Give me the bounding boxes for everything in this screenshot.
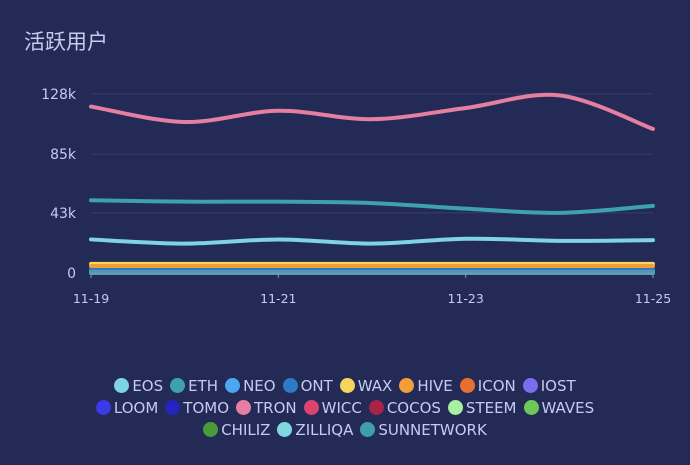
- x-tick-label: 11-23: [448, 291, 484, 306]
- legend-label: WICC: [321, 398, 362, 417]
- legend-dot: [447, 400, 463, 415]
- x-axis: 11-19 11-21 11-23 11-25: [73, 272, 671, 306]
- legend-dot: [368, 400, 384, 415]
- legend-label: ZILLIQA: [295, 420, 354, 439]
- legend-item-hive[interactable]: HIVE: [399, 376, 453, 395]
- series-line-tron: [89, 92, 655, 131]
- legend-dot: [165, 400, 181, 415]
- legend-item-sunnetwork[interactable]: SUNNETWORK: [360, 420, 487, 439]
- series-line-eos: [89, 236, 655, 246]
- y-tick-label: 128k: [41, 87, 77, 103]
- legend-label: EOS: [132, 376, 164, 395]
- legend: EOS ETH NEO ONT WAX HIVE ICON IOST LOOM TOMO TRON W…: [0, 376, 690, 439]
- legend-label: IOST: [540, 376, 576, 395]
- grid-lines: [91, 93, 653, 214]
- legend-item-steem[interactable]: STEEM: [447, 398, 517, 417]
- legend-row: EOS ETH NEO ONT WAX HIVE ICON IOST: [114, 376, 576, 395]
- legend-label: COCOS: [386, 398, 441, 417]
- legend-dot: [339, 378, 355, 393]
- legend-dot: [522, 378, 538, 393]
- legend-label: LOOM: [113, 398, 159, 417]
- legend-item-wicc[interactable]: WICC: [303, 398, 362, 417]
- line-chart: 0 43k 85k 128k 11-19 11-21 11-23 11-25: [41, 87, 671, 306]
- legend-label: STEEM: [465, 398, 517, 417]
- legend-dot: [277, 422, 293, 437]
- series-line-eth: [89, 198, 655, 215]
- legend-item-tomo[interactable]: TOMO: [165, 399, 229, 417]
- legend-row: LOOM TOMO TRON WICC COCOS STEEM WAVES: [95, 398, 595, 417]
- legend-item-zilliqa[interactable]: ZILLIQA: [277, 421, 353, 439]
- legend-item-tron[interactable]: TRON: [236, 399, 297, 417]
- legend-item-cocos[interactable]: COCOS: [368, 398, 441, 417]
- y-tick-label: 43k: [50, 206, 77, 222]
- legend-label: CHILIZ: [221, 420, 271, 439]
- x-tick-label: 11-19: [73, 291, 109, 306]
- series-lines: [89, 92, 655, 275]
- legend-dot: [114, 378, 130, 393]
- y-tick-label: 0: [67, 266, 76, 282]
- legend-dot: [170, 378, 186, 393]
- legend-label: ICON: [477, 376, 516, 395]
- legend-label: TRON: [254, 398, 297, 417]
- legend-dot: [282, 378, 298, 393]
- legend-row: CHILIZ ZILLIQA SUNNETWORK: [203, 420, 487, 439]
- legend-label: HIVE: [417, 376, 453, 395]
- legend-dot: [459, 378, 475, 393]
- legend-item-icon[interactable]: ICON: [459, 376, 516, 395]
- legend-dot: [399, 378, 415, 393]
- legend-label: WAVES: [541, 398, 595, 417]
- legend-dot: [236, 400, 251, 415]
- legend-item-ont[interactable]: ONT: [282, 376, 333, 395]
- legend-dot: [523, 400, 539, 415]
- legend-item-eos[interactable]: EOS: [114, 377, 163, 395]
- legend-label: ONT: [300, 376, 333, 395]
- x-tick-label: 11-21: [260, 291, 296, 306]
- legend-dot: [360, 422, 376, 437]
- legend-item-iost[interactable]: IOST: [522, 376, 576, 395]
- legend-item-neo[interactable]: NEO: [225, 377, 276, 395]
- legend-item-wax[interactable]: WAX: [339, 376, 393, 395]
- y-axis-ticks: 0 43k 85k 128k: [41, 87, 77, 282]
- chart-title: 活跃用户: [24, 30, 108, 54]
- legend-dot: [303, 400, 319, 415]
- legend-label: WAX: [357, 376, 393, 395]
- legend-dot: [95, 400, 111, 415]
- legend-dot: [203, 422, 219, 437]
- legend-label: TOMO: [183, 398, 229, 417]
- legend-item-eth[interactable]: ETH: [170, 377, 218, 395]
- x-tick-label: 11-25: [635, 291, 671, 306]
- legend-label: ETH: [188, 376, 219, 395]
- legend-item-waves[interactable]: WAVES: [523, 398, 595, 417]
- legend-dot: [225, 378, 241, 393]
- legend-item-chiliz[interactable]: CHILIZ: [203, 421, 270, 439]
- legend-label: NEO: [243, 376, 276, 395]
- legend-label: SUNNETWORK: [378, 420, 487, 439]
- legend-item-loom[interactable]: LOOM: [95, 398, 159, 417]
- y-tick-label: 85k: [50, 147, 77, 163]
